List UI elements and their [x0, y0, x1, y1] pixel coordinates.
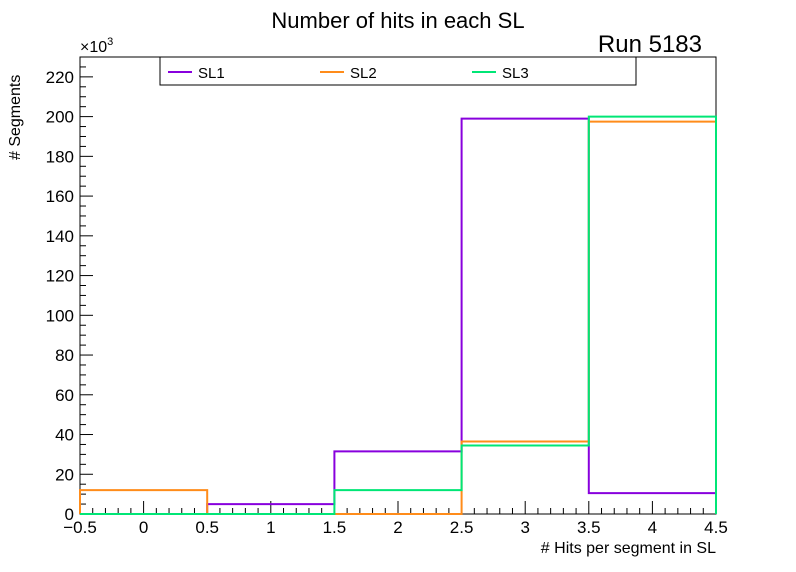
x-tick-label: 2.5	[450, 518, 474, 537]
x-tick-label: −0.5	[63, 518, 97, 537]
x-tick-label: 1.5	[323, 518, 347, 537]
y-tick-label: 60	[55, 386, 74, 405]
series-group	[79, 115, 717, 515]
y-axis-label: # Segments	[7, 75, 24, 160]
y-tick-label: 200	[46, 108, 74, 127]
y-tick-label: 120	[46, 267, 74, 286]
y-multiplier: ×103	[80, 36, 113, 56]
legend-label-sl2: SL2	[350, 65, 377, 82]
x-tick-label: 0	[139, 518, 148, 537]
y-multiplier-exponent: 3	[107, 36, 113, 48]
y-tick-label: 20	[55, 465, 74, 484]
y-tick-label: 180	[46, 147, 74, 166]
x-tick-label: 3	[520, 518, 529, 537]
y-axis: 0 20 40 60 80 100 120 140 160 180 200 220	[46, 56, 93, 524]
x-tick-label: 3.5	[577, 518, 601, 537]
series-sl3-line	[80, 115, 717, 515]
chart-title: Number of hits in each SL	[271, 8, 524, 33]
series-sl2-line	[79, 120, 717, 515]
run-annotation: Run 5183	[598, 31, 702, 58]
legend-label-sl3: SL3	[502, 65, 529, 82]
x-tick-label: 2	[393, 518, 402, 537]
legend: SL1 SL2 SL3	[159, 56, 637, 86]
y-tick-label: 40	[55, 426, 74, 445]
x-axis-label: # Hits per segment in SL	[541, 540, 716, 557]
x-tick-label: 0.5	[195, 518, 219, 537]
y-tick-label: 160	[46, 187, 74, 206]
y-tick-label: 0	[65, 505, 74, 524]
legend-label-sl1: SL1	[198, 65, 225, 82]
y-multiplier-base: ×10	[80, 39, 107, 56]
x-tick-label: 4.5	[704, 518, 728, 537]
x-tick-label: 1	[266, 518, 275, 537]
svg-text:×103: ×103	[80, 36, 113, 56]
y-tick-label: 80	[55, 346, 74, 365]
y-tick-label: 100	[46, 306, 74, 325]
y-tick-label: 220	[46, 68, 74, 87]
y-tick-label: 140	[46, 227, 74, 246]
legend-box	[159, 56, 637, 86]
x-tick-label: 4	[648, 518, 657, 537]
